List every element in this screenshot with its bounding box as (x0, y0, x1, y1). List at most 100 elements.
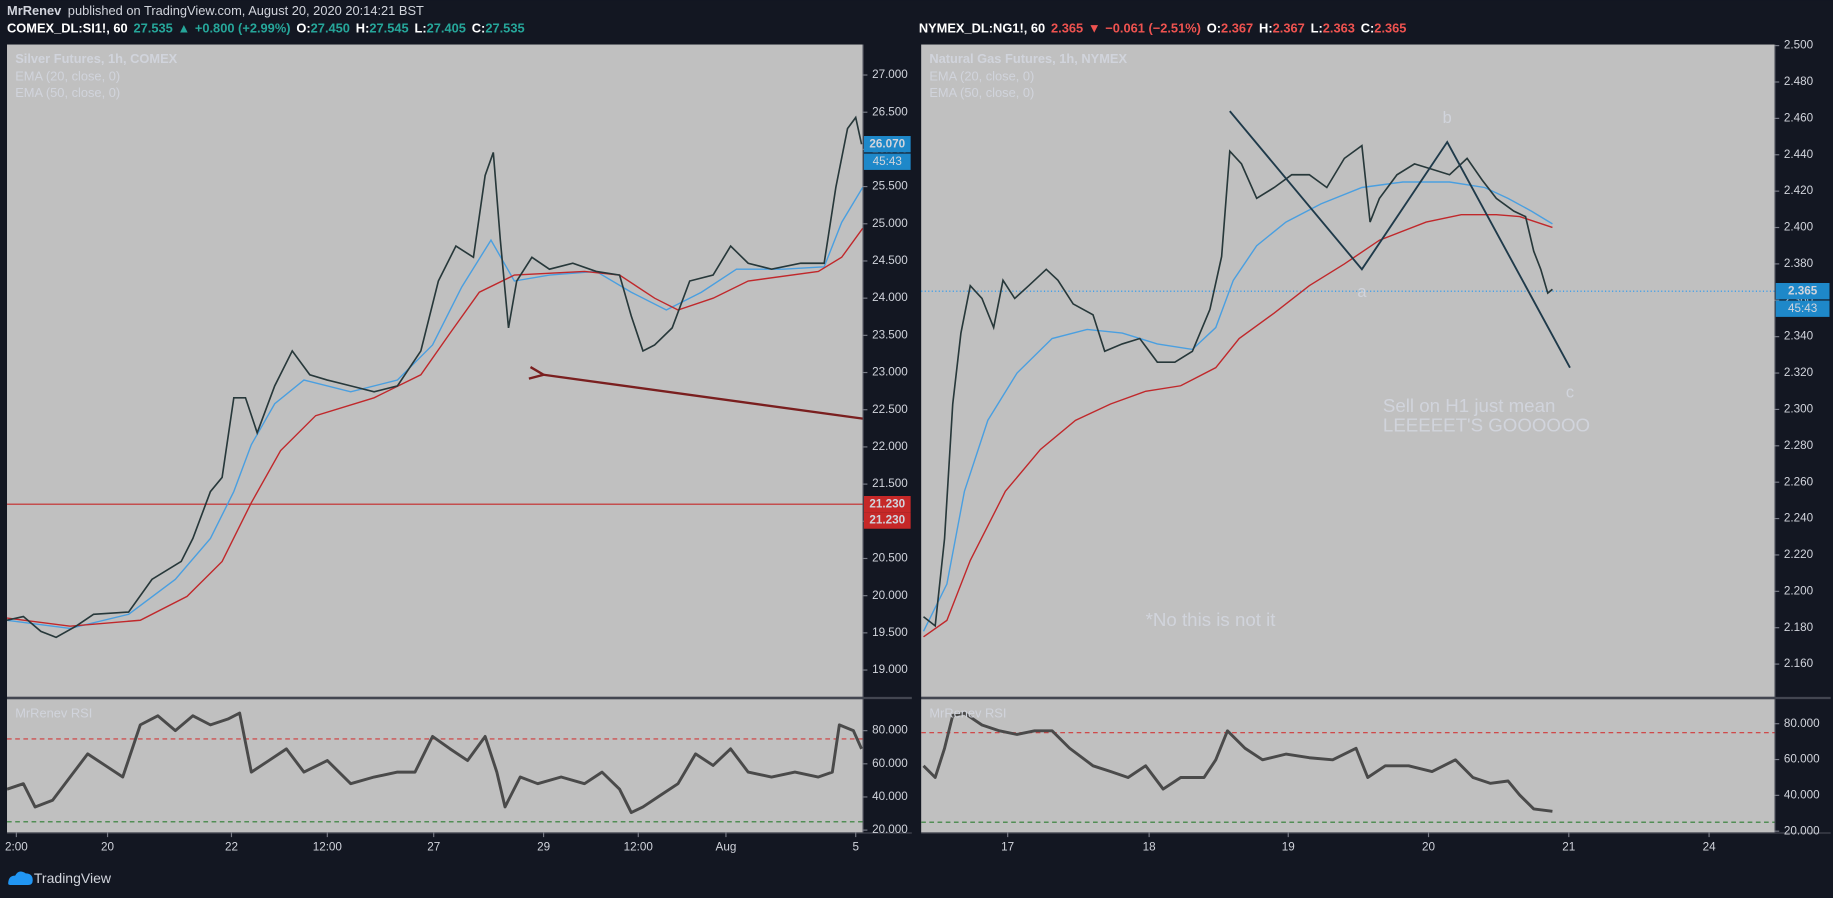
rsi-tick-label: 20.000 (872, 823, 908, 836)
y-tick-label: 2.380 (1784, 257, 1814, 270)
header-author: MrRenev (7, 3, 62, 18)
ohlc-value: 27.450 (311, 21, 350, 36)
quote-last: 2.365 (1051, 21, 1083, 36)
legend-entry: EMA (50, close, 0) (15, 85, 120, 100)
hline-label-box (863, 512, 911, 529)
x-tick-label: 2:00 (5, 841, 28, 854)
plot-area (7, 115, 863, 823)
ohlc-value: 2.365 (1374, 21, 1406, 36)
price-line (7, 115, 863, 639)
price-pane (921, 44, 1775, 697)
y-tick-label: 20.000 (872, 589, 908, 602)
quote-change: −0.061 (−2.51%) (1105, 21, 1201, 36)
hline-label: 21.230 (869, 514, 905, 527)
rsi-tick-label: 60.000 (1784, 753, 1820, 766)
price-label-box (1775, 283, 1830, 300)
note: LEEEEET'S GOOOOOO (1383, 415, 1590, 436)
y-tick-label: 24.500 (872, 254, 908, 267)
y-tick-label: 2.180 (1784, 621, 1814, 634)
y-tick-label: 2.280 (1784, 439, 1814, 452)
chart-title: Natural Gas Futures, 1h, NYMEX (929, 51, 1127, 66)
countdown-box (1775, 300, 1830, 317)
y-tick-label: 22.000 (872, 440, 908, 453)
y-tick-label: 2.260 (1784, 475, 1814, 488)
rsi-line (7, 711, 863, 815)
rsi-title: MrRenev RSI (15, 706, 92, 721)
ema-line (7, 227, 863, 627)
ohlc-key: C: (472, 21, 486, 36)
rsi-line (922, 711, 1553, 813)
ohlc-value: 2.367 (1273, 21, 1305, 36)
quote-arrow: ▲ (177, 21, 190, 36)
countdown: 45:43 (1788, 302, 1817, 315)
quote-change: +0.800 (+2.99%) (195, 21, 291, 36)
chart-title: Silver Futures, 1h, COMEX (15, 51, 177, 66)
y-tick-label: 25.000 (872, 217, 908, 230)
wave-line (1229, 110, 1571, 369)
y-tick-label: 19.000 (872, 663, 908, 676)
price-line (923, 144, 1553, 628)
x-tick-label: 27 (427, 841, 440, 854)
y-tick-label: 25.500 (872, 180, 908, 193)
quote-line: NYMEX_DL:NG1!, 60 2.365 ▼ −0.061 (−2.51%) O:… (919, 21, 1407, 36)
y-tick-label: 19.500 (872, 626, 908, 639)
footer-brand: TradingView (34, 870, 112, 886)
y-tick-label: 20.500 (872, 552, 908, 565)
y-tick-label: 2.160 (1784, 657, 1814, 670)
y-tick-label: 2.240 (1784, 512, 1814, 525)
x-tick-label: 17 (1001, 841, 1014, 854)
logo (8, 871, 33, 886)
x-tick-label: 5 (852, 841, 859, 854)
y-tick-label: 27.000 (872, 68, 908, 81)
y-tick-label: 2.300 (1784, 403, 1814, 416)
ohlc-key: C: (1361, 21, 1375, 36)
ohlc-key: L: (415, 21, 427, 36)
x-tick-label: 20 (1422, 841, 1436, 854)
y-tick-label: 2.440 (1784, 148, 1814, 161)
rsi-tick-label: 60.000 (872, 757, 908, 770)
rsi-tick-label: 80.000 (872, 724, 908, 737)
x-tick-label: 29 (537, 841, 550, 854)
y-tick-label: 26.500 (872, 105, 908, 118)
header-published: published on TradingView.com, August 20,… (68, 3, 424, 18)
ohlc-key: O: (296, 21, 310, 36)
x-tick-label: 24 (1703, 841, 1717, 854)
price-pane (7, 44, 863, 697)
countdown-box (863, 153, 911, 170)
ohlc-value: 2.363 (1323, 21, 1355, 36)
x-tick-label: Aug (716, 841, 737, 854)
x-tick-label: 22 (225, 841, 238, 854)
y-tick-label: 2.340 (1784, 330, 1814, 343)
arrow (544, 375, 863, 420)
ema-line (922, 181, 1553, 632)
price-label: 26.070 (869, 137, 905, 150)
rsi-title: MrRenev RSI (929, 706, 1006, 721)
quote-symbol: NYMEX_DL:NG1!, 60 (919, 21, 1045, 36)
x-tick-label: 18 (1143, 841, 1156, 854)
x-tick-label: 20 (101, 841, 115, 854)
y-tick-label: 2.400 (1784, 221, 1814, 234)
y-tick-label: 2.320 (1784, 366, 1814, 379)
note: Sell on H1 just mean (1383, 395, 1555, 416)
ohlc-value: 27.535 (485, 21, 524, 36)
y-tick-label: 23.000 (872, 366, 908, 379)
legend-entry: EMA (20, close, 0) (15, 69, 120, 84)
wave-label: a (1357, 283, 1367, 301)
note: *No this is not it (1146, 609, 1277, 630)
wave-label: b (1443, 109, 1452, 127)
y-tick-label: 2.420 (1784, 184, 1814, 197)
rsi-tick-label: 20.000 (1784, 824, 1820, 837)
x-tick-label: 12:00 (624, 841, 654, 854)
quote-symbol: COMEX_DL:SI1!, 60 (7, 21, 128, 36)
ohlc-value: 2.367 (1221, 21, 1253, 36)
legend-entry: EMA (20, close, 0) (929, 69, 1034, 84)
y-tick-label: 2.500 (1784, 39, 1814, 52)
y-tick-label: 24.000 (872, 291, 908, 304)
ema-line (7, 187, 863, 630)
ohlc-key: O: (1207, 21, 1221, 36)
rsi-pane (921, 699, 1775, 833)
hline-label-box (863, 496, 911, 513)
ohlc-value: 27.545 (369, 21, 408, 36)
quote-arrow: ▼ (1088, 21, 1101, 36)
